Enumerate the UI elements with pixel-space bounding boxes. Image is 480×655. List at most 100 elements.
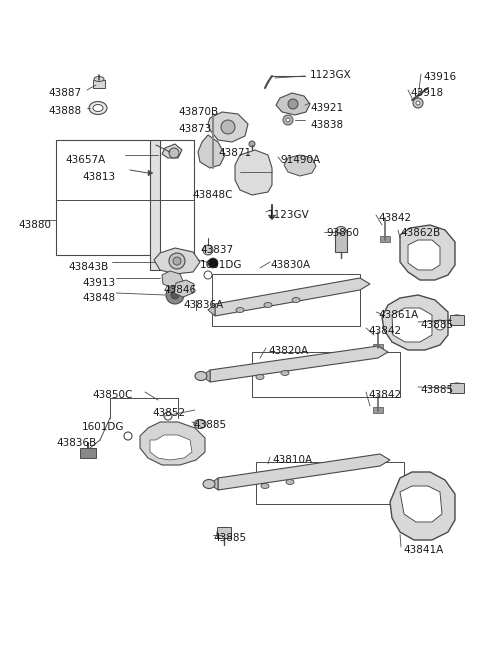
Bar (212, 274, 360, 326)
Circle shape (164, 412, 172, 420)
Text: 43870B: 43870B (178, 107, 218, 117)
Text: 43842: 43842 (368, 326, 401, 336)
Polygon shape (154, 248, 200, 274)
Text: 43861A: 43861A (378, 310, 418, 320)
Polygon shape (400, 486, 442, 522)
Text: 43848: 43848 (82, 293, 115, 303)
Bar (373, 407, 383, 413)
Polygon shape (202, 370, 210, 382)
Circle shape (416, 101, 420, 105)
Circle shape (167, 443, 177, 453)
Text: 43830A: 43830A (270, 260, 310, 270)
Bar (373, 344, 383, 350)
Polygon shape (390, 472, 455, 540)
Polygon shape (198, 135, 225, 168)
Polygon shape (284, 155, 316, 176)
Ellipse shape (203, 479, 215, 489)
Polygon shape (276, 93, 310, 115)
Bar (252, 352, 400, 397)
Text: 43873: 43873 (178, 124, 211, 134)
Text: 43885: 43885 (420, 320, 453, 330)
Bar (150, 140, 160, 270)
Text: 43887: 43887 (49, 88, 82, 98)
Circle shape (203, 245, 213, 255)
Text: 43862B: 43862B (400, 228, 440, 238)
Ellipse shape (195, 371, 207, 381)
Ellipse shape (89, 102, 107, 115)
Ellipse shape (292, 297, 300, 303)
Ellipse shape (93, 105, 103, 111)
Text: 43880: 43880 (18, 220, 51, 230)
Circle shape (249, 141, 255, 147)
Circle shape (171, 291, 179, 299)
Text: 43871: 43871 (218, 148, 251, 158)
Text: 43657A: 43657A (65, 155, 105, 165)
Text: 43848C: 43848C (192, 190, 232, 200)
Polygon shape (140, 422, 205, 465)
Circle shape (286, 118, 290, 122)
Text: 43810A: 43810A (272, 455, 312, 465)
Text: 93860: 93860 (326, 228, 359, 238)
Text: 1123GV: 1123GV (268, 210, 310, 220)
Polygon shape (235, 150, 272, 195)
Polygon shape (174, 280, 194, 297)
Polygon shape (382, 295, 448, 350)
Circle shape (204, 271, 212, 279)
Text: 1601DG: 1601DG (82, 422, 124, 432)
Polygon shape (210, 478, 218, 490)
Text: 43842: 43842 (368, 390, 401, 400)
Circle shape (221, 120, 235, 134)
Ellipse shape (217, 527, 231, 538)
Ellipse shape (336, 227, 346, 233)
Ellipse shape (261, 483, 269, 489)
Text: 1601DG: 1601DG (200, 260, 242, 270)
Text: 43888: 43888 (49, 106, 82, 116)
Text: 43921: 43921 (310, 103, 343, 113)
Circle shape (288, 99, 298, 109)
Polygon shape (268, 215, 276, 220)
Bar (256, 462, 404, 504)
Polygon shape (392, 308, 432, 342)
Text: 43885: 43885 (213, 533, 246, 543)
Text: 43820A: 43820A (268, 346, 308, 356)
Circle shape (208, 258, 218, 268)
Text: 43841A: 43841A (403, 545, 443, 555)
Bar (380, 236, 390, 242)
Polygon shape (150, 435, 192, 460)
Polygon shape (215, 278, 370, 316)
Text: 43885: 43885 (420, 385, 453, 395)
Text: 43836A: 43836A (183, 300, 223, 310)
Circle shape (173, 257, 181, 265)
Ellipse shape (286, 479, 294, 485)
Text: 43838: 43838 (310, 120, 343, 130)
Bar (80, 448, 96, 458)
Text: 43918: 43918 (410, 88, 443, 98)
Polygon shape (218, 454, 390, 490)
Polygon shape (208, 112, 248, 142)
Ellipse shape (264, 303, 272, 307)
Text: 43913: 43913 (82, 278, 115, 288)
Bar (56, 140, 194, 255)
Text: 43885: 43885 (193, 420, 226, 430)
Text: 1123GX: 1123GX (310, 70, 352, 80)
Text: 43836B: 43836B (56, 438, 96, 448)
Text: 43843B: 43843B (68, 262, 108, 272)
Text: 43837: 43837 (200, 245, 233, 255)
Ellipse shape (194, 419, 206, 428)
Text: 91490A: 91490A (280, 155, 320, 165)
Ellipse shape (450, 315, 464, 325)
Polygon shape (162, 144, 182, 158)
Bar (450, 383, 464, 393)
Polygon shape (408, 240, 440, 270)
Text: 43813: 43813 (82, 172, 115, 182)
Text: 43850C: 43850C (92, 390, 132, 400)
Circle shape (413, 98, 423, 108)
Polygon shape (162, 271, 183, 287)
Text: 43916: 43916 (423, 72, 456, 82)
Circle shape (169, 148, 179, 158)
Polygon shape (400, 225, 455, 280)
Circle shape (124, 432, 132, 440)
Ellipse shape (94, 77, 104, 81)
Circle shape (169, 253, 185, 269)
Circle shape (283, 115, 293, 125)
